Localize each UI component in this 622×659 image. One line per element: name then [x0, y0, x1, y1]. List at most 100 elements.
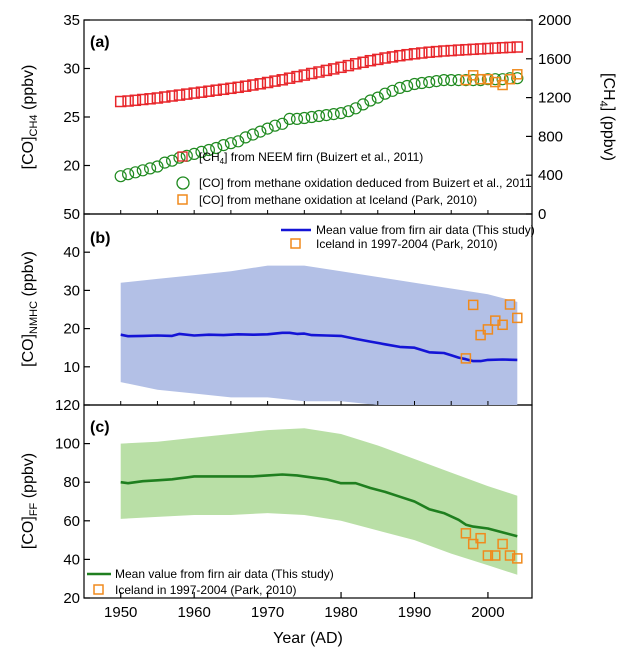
ch4-neem-marker — [203, 85, 215, 97]
ch4-neem-marker — [386, 51, 399, 63]
ch4-neem-marker — [504, 41, 516, 54]
legend-a-marker-ch4 — [177, 151, 188, 162]
co-oxidation-marker — [210, 141, 223, 155]
co-oxidation-marker — [415, 76, 428, 90]
ch4-neem-marker — [254, 78, 267, 90]
co-oxidation-marker — [254, 125, 267, 138]
ch4-neem-marker — [364, 54, 377, 67]
legend-c-marker-iceland — [93, 584, 104, 595]
ch4-neem-marker — [320, 64, 333, 77]
ch4-neem-marker — [291, 70, 303, 83]
ch4-neem-marker — [144, 93, 156, 105]
co-oxidation-marker — [511, 72, 524, 85]
ff-iceland-marker — [512, 553, 523, 564]
ff-iceland-marker — [490, 550, 501, 561]
legend-b-marker-iceland — [290, 238, 301, 249]
panel-c-y-tick-label: 100 — [55, 436, 80, 453]
panel-c-ylabel: [CO]FF (ppbv) — [20, 453, 40, 549]
panel-a-y2-tick-label: 0 — [538, 206, 546, 223]
co-oxidation-marker — [188, 147, 201, 160]
legend-c-label-mean: Mean value from firn air data (This stud… — [115, 567, 334, 581]
co-oxidation-marker — [166, 154, 179, 167]
ch4-neem-marker — [305, 67, 318, 80]
nmhc-iceland-marker — [504, 299, 516, 310]
co-oxidation-marker — [386, 84, 399, 97]
legend-b-label-mean: Mean value from firn air data (This stud… — [316, 223, 535, 237]
nmhc-iceland-marker — [512, 312, 523, 324]
ch4-neem-marker — [247, 79, 259, 91]
panel-a-y-tick-label: 30 — [63, 61, 80, 78]
co-oxidation-marker — [401, 79, 414, 93]
co-oxidation-marker — [467, 73, 480, 87]
x-tick-label: 1980 — [324, 604, 357, 621]
ff-mean-line — [120, 473, 518, 538]
panel-b-ylabel: [CO]NMHC (ppbv) — [20, 251, 40, 367]
panel-b-y-tick-label: 40 — [63, 244, 80, 261]
co-oxidation-marker — [290, 112, 304, 126]
panel-a-y2-tick-label: 1600 — [538, 51, 571, 68]
co-oxidation-marker — [320, 108, 333, 122]
co-oxidation-marker — [379, 87, 392, 100]
ch4-neem-marker — [327, 63, 340, 75]
iceland-co-oxidation-marker — [482, 73, 494, 85]
panel-a-y2-tick-label: 400 — [538, 167, 563, 184]
co-oxidation-marker — [114, 170, 127, 183]
iceland-co-oxidation-marker — [497, 79, 508, 91]
co-oxidation-marker — [430, 74, 443, 88]
ch4-neem-marker — [482, 42, 494, 55]
ch4-neem-marker — [342, 59, 355, 72]
panel-c-y-tick-label: 20 — [63, 590, 80, 607]
ch4-neem-marker — [408, 48, 421, 60]
ch4-neem-marker — [357, 56, 369, 69]
co-oxidation-marker — [452, 73, 465, 87]
ch4-neem-marker — [474, 43, 487, 55]
co-oxidation-marker — [246, 128, 259, 141]
ch4-neem-marker — [181, 88, 193, 100]
co-oxidation-marker — [371, 91, 384, 104]
panel-b-label: (b) — [90, 230, 110, 247]
nmhc-iceland-marker — [497, 319, 508, 331]
panel-b-y-tick-label: 50 — [63, 206, 80, 223]
ch4-neem-marker — [173, 89, 186, 101]
ff-iceland-marker — [475, 532, 486, 544]
nmhc-iceland-marker — [482, 324, 494, 335]
panel-a-y-tick-label: 20 — [63, 158, 80, 175]
nmhc-iceland-marker — [475, 329, 486, 341]
ch4-neem-marker — [269, 75, 281, 87]
co-oxidation-marker — [268, 119, 282, 132]
panel-c-y-tick-label: 60 — [63, 513, 80, 530]
co-oxidation-marker — [334, 106, 348, 120]
ch4-neem-marker — [151, 92, 164, 104]
co-oxidation-marker — [327, 107, 340, 121]
co-oxidation-marker — [496, 73, 509, 86]
iceland-co-oxidation-marker — [490, 76, 501, 88]
co-oxidation-marker — [136, 164, 149, 177]
panel-b-y-tick-label: 30 — [63, 282, 80, 299]
ch4-neem-marker — [313, 66, 325, 78]
co-oxidation-marker — [144, 162, 157, 175]
legend-c-label-iceland: Iceland in 1997-2004 (Park, 2010) — [115, 583, 296, 597]
co-oxidation-marker — [364, 94, 377, 107]
co-oxidation-marker — [239, 131, 252, 144]
ch4-neem-marker — [452, 44, 465, 56]
ch4-neem-marker — [298, 69, 311, 81]
ch4-neem-marker — [460, 43, 472, 56]
ff-uncertainty-band — [120, 428, 518, 575]
co-oxidation-marker — [202, 143, 215, 157]
panel-a-y-tick-label: 35 — [63, 12, 80, 29]
ch4-neem-marker — [195, 86, 208, 98]
panel-a-ylabel: [CO]CH4 (ppbv) — [20, 65, 40, 170]
ch4-neem-marker — [217, 83, 230, 96]
co-oxidation-marker — [489, 73, 502, 86]
ch4-neem-marker — [137, 93, 149, 106]
co-oxidation-marker — [349, 102, 362, 115]
ch4-neem-marker — [445, 44, 457, 57]
co-oxidation-marker — [357, 98, 370, 111]
ch4-neem-marker — [122, 95, 134, 107]
co-oxidation-marker — [158, 156, 171, 169]
ch4-neem-marker — [416, 47, 428, 59]
panel-a-y2label: [CH4] (ppbv) — [597, 73, 617, 161]
ch4-neem-marker — [489, 42, 502, 54]
ch4-neem-marker — [349, 58, 362, 70]
panel-a-y2-tick-label: 2000 — [538, 12, 571, 29]
